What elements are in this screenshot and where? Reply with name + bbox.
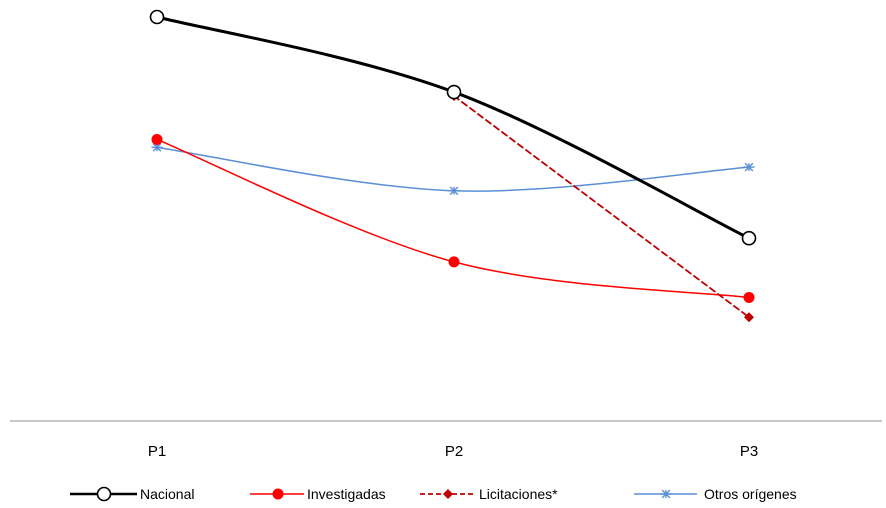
legend-marker (96, 486, 112, 502)
legend-marker (660, 489, 672, 499)
x-tick-label: P1 (148, 443, 166, 460)
data-point-investigadas-3 (743, 291, 755, 303)
series-licitaciones (449, 91, 754, 323)
legend-item-otros-or-genes: Otros orígenes (634, 486, 797, 502)
series-otros-or-genes (151, 143, 755, 196)
legend-item-nacional: Nacional (70, 486, 194, 502)
data-point-nacional-2 (446, 84, 462, 100)
series-line-licitaciones (453, 95, 750, 319)
legend-label: Licitaciones* (479, 486, 558, 502)
series-line-nacional (155, 15, 751, 240)
legend-marker (443, 489, 453, 499)
legend-label: Otros orígenes (704, 486, 797, 502)
data-point-nacional-1 (149, 9, 165, 25)
legend-item-investigadas: Investigadas (250, 486, 386, 502)
series-nacional (149, 9, 757, 246)
data-point-licitaciones-2 (744, 312, 754, 323)
data-point-nacional-3 (741, 230, 757, 246)
series-layer (149, 9, 757, 323)
x-tick-labels: P1 P2 P3 (148, 443, 758, 460)
data-point-investigadas-1 (151, 133, 163, 145)
legend-label: Investigadas (307, 486, 386, 502)
series-investigadas (151, 133, 755, 303)
x-tick-label: P3 (740, 443, 758, 460)
legend-marker (272, 488, 284, 500)
data-point-otros-or-genes-3 (743, 162, 755, 172)
x-tick-label: P2 (445, 443, 463, 460)
legend-item-licitaciones: Licitaciones* (420, 486, 558, 502)
legend-label: Nacional (140, 486, 194, 502)
legend: Nacional Investigadas Licitaciones* Otros o… (70, 486, 797, 502)
data-point-investigadas-2 (448, 256, 460, 268)
data-point-otros-or-genes-2 (448, 186, 460, 196)
series-line-otros-or-genes (156, 146, 750, 192)
